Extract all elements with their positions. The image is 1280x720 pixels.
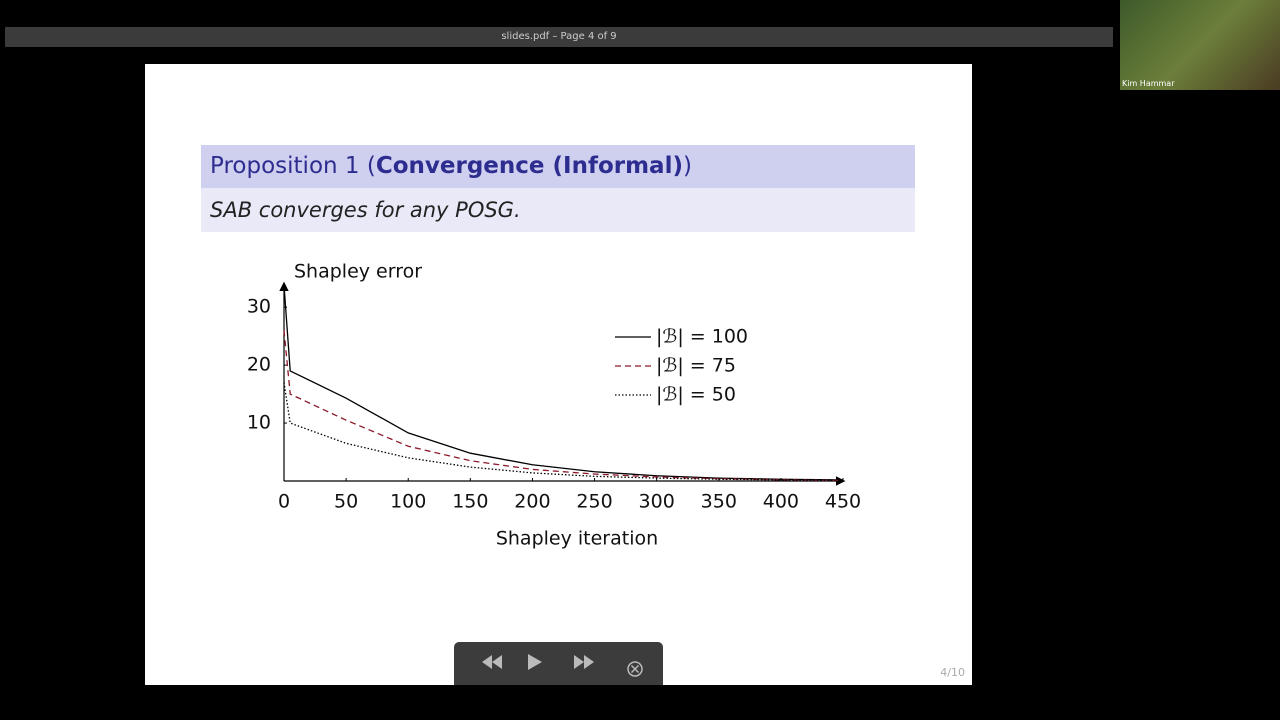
- window-title: slides.pdf – Page 4 of 9: [5, 27, 1113, 47]
- x-tick-label: 350: [701, 491, 737, 513]
- legend-label: |ℬ| = 50: [656, 384, 736, 406]
- x-tick-label: 250: [576, 491, 612, 513]
- x-tick-label: 300: [639, 491, 675, 513]
- y-tick-label: 20: [247, 354, 271, 376]
- x-axis-label: Shapley iteration: [496, 528, 658, 550]
- close-button[interactable]: [627, 661, 643, 677]
- series-line: [283, 382, 844, 482]
- x-tick-label: 100: [390, 491, 426, 513]
- x-tick-label: 200: [514, 491, 550, 513]
- legend-label: |ℬ| = 100: [656, 326, 748, 348]
- series-line: [283, 330, 844, 482]
- playback-controls: [454, 642, 663, 685]
- y-tick-label: 30: [247, 296, 271, 318]
- legend-label: |ℬ| = 75: [656, 355, 736, 377]
- title-bold: Convergence (Informal): [375, 153, 683, 179]
- video-thumbnail: Kim Hammar: [1120, 0, 1280, 90]
- y-tick-label: 10: [247, 412, 271, 434]
- series-line: [283, 285, 844, 481]
- previous-button[interactable]: [482, 655, 502, 669]
- presenter-name: Kim Hammar: [1122, 79, 1175, 88]
- x-tick-label: 450: [825, 491, 861, 513]
- play-button[interactable]: [528, 654, 542, 670]
- title-start: Proposition 1 (: [210, 153, 376, 179]
- slide: Proposition 1 (Convergence (Informal)) S…: [145, 64, 972, 685]
- x-tick-label: 0: [278, 491, 290, 513]
- y-axis-label: Shapley error: [294, 261, 422, 283]
- controls-icons: [482, 654, 643, 677]
- proposition-title: Proposition 1 (Convergence (Informal)): [201, 145, 915, 188]
- x-tick-label: 50: [334, 491, 358, 513]
- x-tick-label: 400: [763, 491, 799, 513]
- chart: Shapley error Shapley iteration 0 50 100 15…: [247, 261, 861, 550]
- proposition-statement: SAB converges for any POSG.: [201, 188, 915, 232]
- next-button[interactable]: [574, 655, 594, 669]
- x-tick-label: 150: [452, 491, 488, 513]
- title-end: ): [682, 153, 692, 179]
- page-number: 4/10: [940, 666, 965, 679]
